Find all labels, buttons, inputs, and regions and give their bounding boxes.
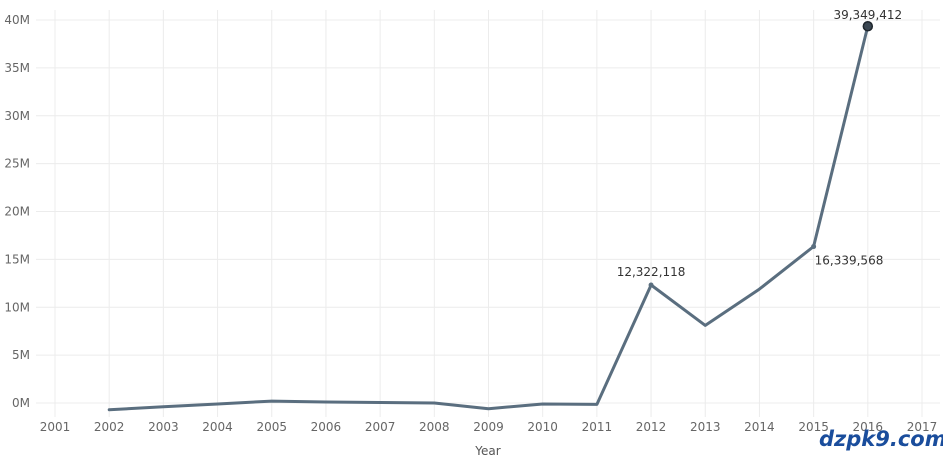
data-labels: 12,322,118 16,339,568 39,349,412 [617,8,902,279]
x-tick-label: 2009 [473,420,504,434]
x-tick-label: 2004 [202,420,233,434]
data-point-marker [811,244,817,250]
data-point-marker [648,282,654,288]
x-tick-label: 2011 [582,420,613,434]
series-line [107,24,870,412]
x-tick-label: 2002 [94,420,125,434]
x-tick-label: 2005 [256,420,287,434]
data-label: 16,339,568 [815,254,884,268]
data-label: 39,349,412 [833,8,902,22]
y-tick-label: 40M [4,13,30,27]
x-tick-label: 2008 [419,420,450,434]
y-tick-label: 5M [12,348,30,362]
x-axis-ticks: 2001 2002 2003 2004 2005 2006 2007 2008 2009 2010… [40,420,938,434]
x-tick-label: 2014 [744,420,775,434]
series-group [107,20,874,412]
x-tick-label: 2007 [365,420,396,434]
x-tick-label: 2013 [690,420,721,434]
x-tick-label: 2017 [907,420,938,434]
grid [36,10,940,417]
y-tick-label: 0M [12,396,30,410]
watermark-text: dzpk9.com [819,427,943,451]
x-axis-title: Year [474,444,500,458]
x-tick-label: 2001 [40,420,71,434]
y-tick-label: 10M [4,300,30,314]
x-tick-label: 2006 [311,420,342,434]
x-tick-label: 2015 [798,420,829,434]
data-point-marker [862,20,874,32]
x-tick-label: 2012 [636,420,667,434]
y-tick-label: 15M [4,252,30,266]
x-tick-label: 2016 [853,420,884,434]
y-tick-label: 25M [4,157,30,171]
x-tick-label: 2003 [148,420,179,434]
y-tick-label: 20M [4,205,30,219]
y-axis-ticks: 0M 5M 10M 15M 20M 25M 30M 35M 40M [4,13,30,410]
y-tick-label: 30M [4,109,30,123]
data-label: 12,322,118 [617,265,686,279]
x-tick-label: 2010 [527,420,558,434]
y-tick-label: 35M [4,61,30,75]
